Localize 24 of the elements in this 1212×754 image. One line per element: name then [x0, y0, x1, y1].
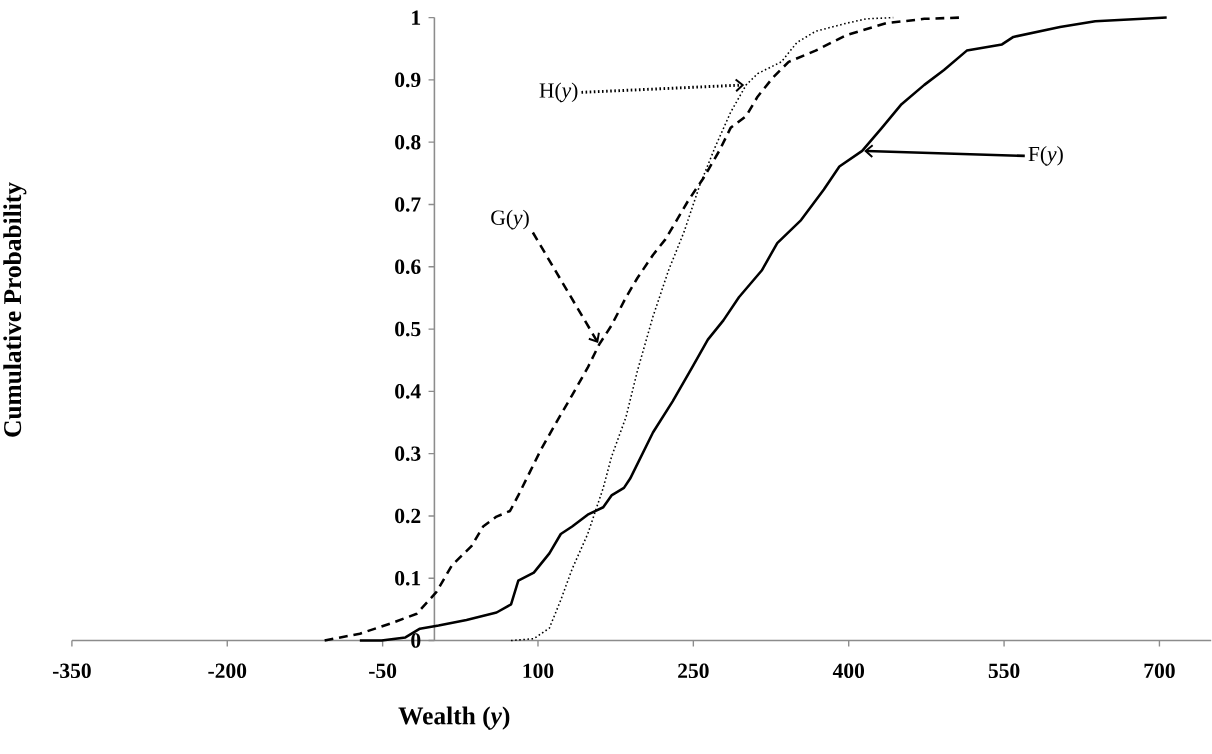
y-tick-label: 1: [412, 10, 421, 25]
y-tick-label: 0: [411, 633, 421, 648]
annotation: H(y): [539, 82, 578, 103]
x-tick-label: 550: [988, 663, 1020, 679]
x-tick-label: -200: [208, 663, 247, 679]
x-tick-label: 400: [832, 663, 865, 679]
x-tick-label: -350: [52, 663, 91, 679]
y-tick-label: 0.9: [395, 72, 421, 88]
x-tick-label: 250: [678, 663, 709, 679]
text: Wealth (y): [398, 706, 510, 730]
y-tick-label: 0.2: [395, 508, 421, 524]
annotation: G(y): [491, 209, 529, 230]
y-tick-label: 0.1: [395, 570, 421, 586]
y-tick-label: 0.8: [395, 134, 421, 150]
x-tick-label: 700: [1144, 663, 1175, 679]
y-tick-label: 0.7: [395, 197, 421, 212]
y-tick-label: 0.3: [395, 446, 421, 461]
y-tick-label: 0.6: [395, 259, 421, 275]
y-tick-label: 0.4: [395, 384, 421, 399]
annotation: F(y): [1028, 146, 1063, 166]
x-tick-label: 100: [523, 663, 554, 679]
x-tick-label: -50: [369, 663, 397, 679]
y-tick-label: 0.5: [395, 321, 421, 337]
y-axis-title: Cumulative Probability: [3, 182, 27, 437]
